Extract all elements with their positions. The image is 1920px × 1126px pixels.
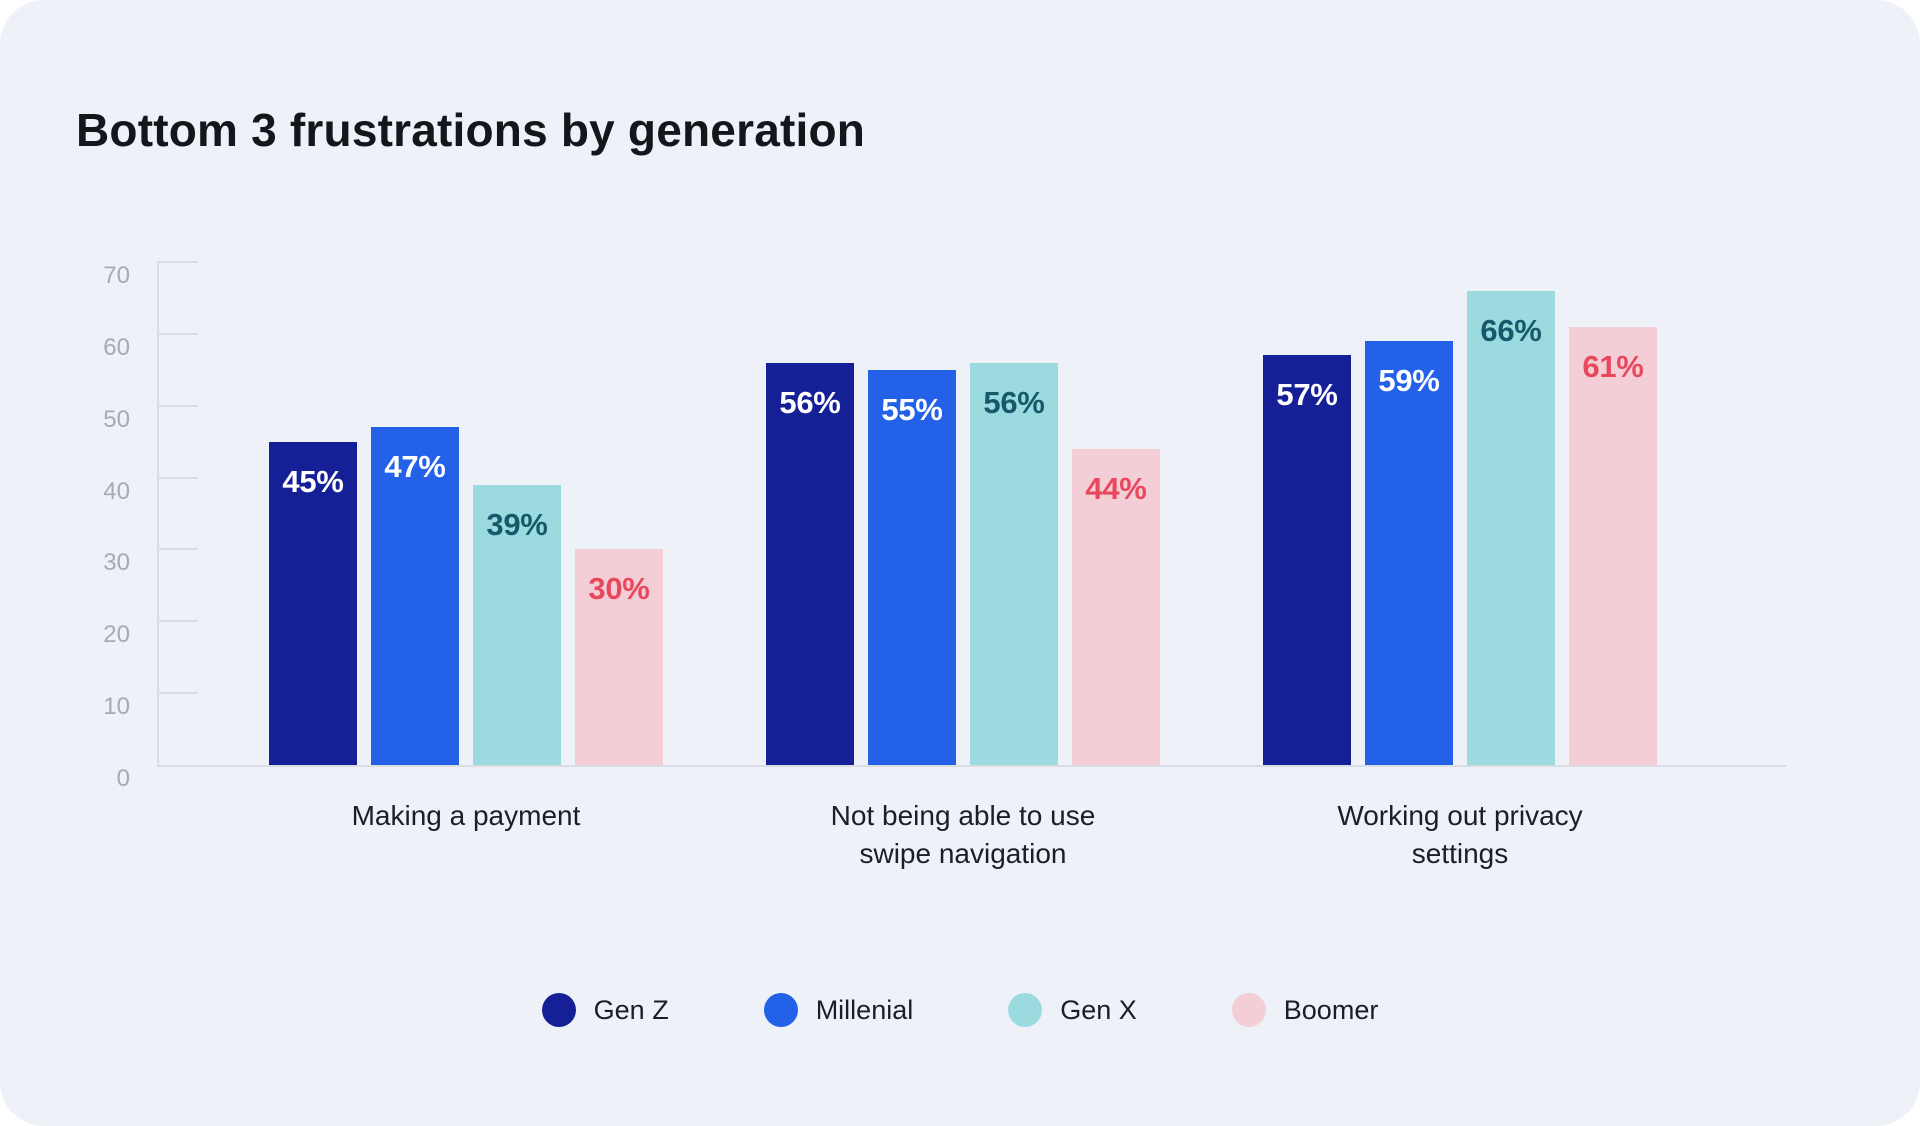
y-axis-tick-label: 30: [103, 549, 130, 577]
bar: 66%: [1467, 290, 1555, 765]
bar: 47%: [371, 427, 459, 765]
bar: 30%: [575, 549, 663, 765]
bar-value-label: 56%: [779, 384, 841, 420]
bar-value-label: 44%: [1085, 470, 1147, 506]
y-axis-tick-label: 60: [103, 333, 130, 361]
bar: 39%: [473, 484, 561, 765]
y-axis-tick: [157, 692, 198, 695]
legend-item: Gen X: [1008, 993, 1137, 1027]
bar-value-label: 66%: [1480, 312, 1542, 348]
bar-value-label: 57%: [1276, 377, 1338, 413]
bar-value-label: 61%: [1582, 348, 1644, 384]
y-axis-tick: [157, 620, 198, 623]
legend-swatch: [1231, 993, 1266, 1027]
y-axis-tick: [157, 261, 198, 263]
bar-value-label: 30%: [588, 571, 650, 607]
y-axis-tick-label: 40: [103, 477, 130, 505]
y-axis-tick-label: 0: [116, 765, 130, 792]
x-axis-baseline: [157, 765, 1786, 767]
y-axis-tick-label: 20: [103, 621, 130, 649]
y-axis-tick: [157, 548, 198, 551]
y-axis-tick: [157, 332, 198, 335]
legend-item-label: Boomer: [1283, 995, 1379, 1025]
legend-item: Millenial: [763, 993, 914, 1027]
bar: 55%: [868, 369, 956, 765]
bar: 59%: [1365, 341, 1453, 765]
bar-value-label: 39%: [486, 506, 548, 542]
bar: 56%: [766, 362, 854, 765]
legend-item-label: Gen Z: [593, 995, 669, 1025]
bar-value-label: 59%: [1378, 363, 1440, 399]
legend-item-label: Millenial: [815, 995, 914, 1025]
y-axis-tick-label: 10: [103, 693, 130, 721]
bar: 44%: [1072, 448, 1160, 765]
legend-item: Boomer: [1231, 993, 1379, 1027]
y-axis-tick-label: 50: [103, 405, 130, 433]
bar-value-label: 56%: [983, 384, 1045, 420]
legend-item-label: Gen X: [1060, 995, 1137, 1025]
legend: Gen Z Millenial Gen X Boomer: [0, 993, 1920, 1027]
category-label: Making a payment: [351, 800, 581, 831]
category-label: Not being able to use swipe navigation: [830, 800, 1096, 869]
legend-item: Gen Z: [541, 993, 669, 1027]
legend-swatch: [763, 993, 798, 1027]
bar: 45%: [269, 441, 357, 765]
y-axis-tick: [157, 404, 198, 407]
bar-value-label: 47%: [384, 449, 446, 485]
category-label: Working out privacy settings: [1337, 800, 1583, 869]
bar: 57%: [1263, 355, 1351, 765]
bar: 56%: [970, 362, 1058, 765]
bar: 61%: [1569, 326, 1657, 765]
y-axis: [157, 262, 159, 767]
legend-swatch: [1008, 993, 1043, 1027]
legend-swatch: [541, 993, 576, 1027]
bar-value-label: 45%: [282, 463, 344, 499]
chart-title: Bottom 3 frustrations by generation: [76, 104, 866, 156]
y-axis-tick-label: 70: [103, 262, 130, 289]
bar-value-label: 55%: [881, 391, 943, 427]
y-axis-tick: [157, 476, 198, 479]
